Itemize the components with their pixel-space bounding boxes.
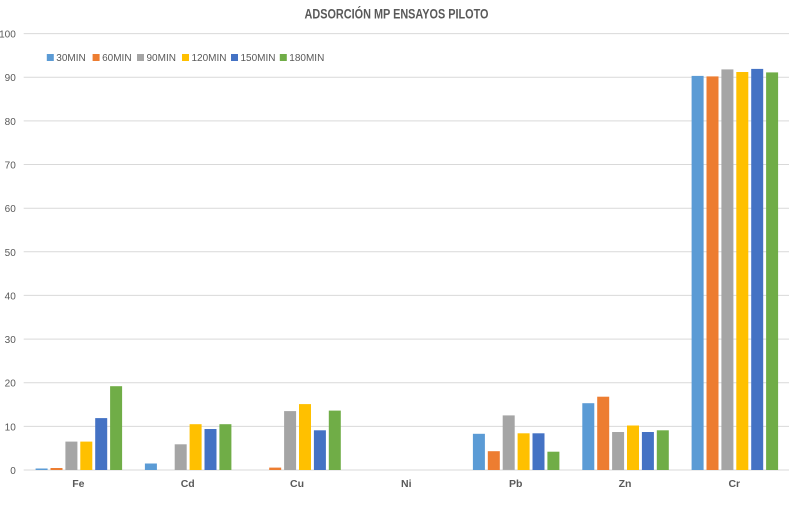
svg-text:60: 60 bbox=[5, 204, 17, 215]
svg-text:0: 0 bbox=[10, 466, 16, 477]
svg-text:20: 20 bbox=[5, 379, 17, 390]
svg-text:70: 70 bbox=[5, 161, 17, 172]
svg-text:ADSORCIÓN MP ENSAYOS PILOTO: ADSORCIÓN MP ENSAYOS PILOTO bbox=[305, 7, 489, 22]
svg-text:90: 90 bbox=[5, 73, 17, 84]
svg-text:30: 30 bbox=[5, 335, 17, 346]
svg-text:Cr: Cr bbox=[728, 478, 740, 490]
svg-text:100: 100 bbox=[0, 30, 16, 41]
svg-text:30MIN: 30MIN bbox=[56, 53, 85, 64]
svg-text:90MIN: 90MIN bbox=[147, 53, 176, 64]
svg-text:50: 50 bbox=[5, 248, 17, 259]
svg-text:60MIN: 60MIN bbox=[102, 53, 131, 64]
svg-text:Fe: Fe bbox=[72, 478, 84, 490]
svg-text:150MIN: 150MIN bbox=[241, 53, 276, 64]
svg-text:40: 40 bbox=[5, 291, 17, 302]
svg-text:Pb: Pb bbox=[509, 478, 522, 490]
svg-text:180MIN: 180MIN bbox=[289, 53, 324, 64]
svg-text:Ni: Ni bbox=[401, 478, 412, 490]
svg-text:Zn: Zn bbox=[619, 478, 632, 490]
svg-text:10: 10 bbox=[5, 422, 17, 433]
svg-text:Cu: Cu bbox=[290, 478, 304, 490]
svg-text:Cd: Cd bbox=[181, 478, 195, 490]
svg-text:80: 80 bbox=[5, 117, 17, 128]
svg-text:120MIN: 120MIN bbox=[192, 53, 227, 64]
